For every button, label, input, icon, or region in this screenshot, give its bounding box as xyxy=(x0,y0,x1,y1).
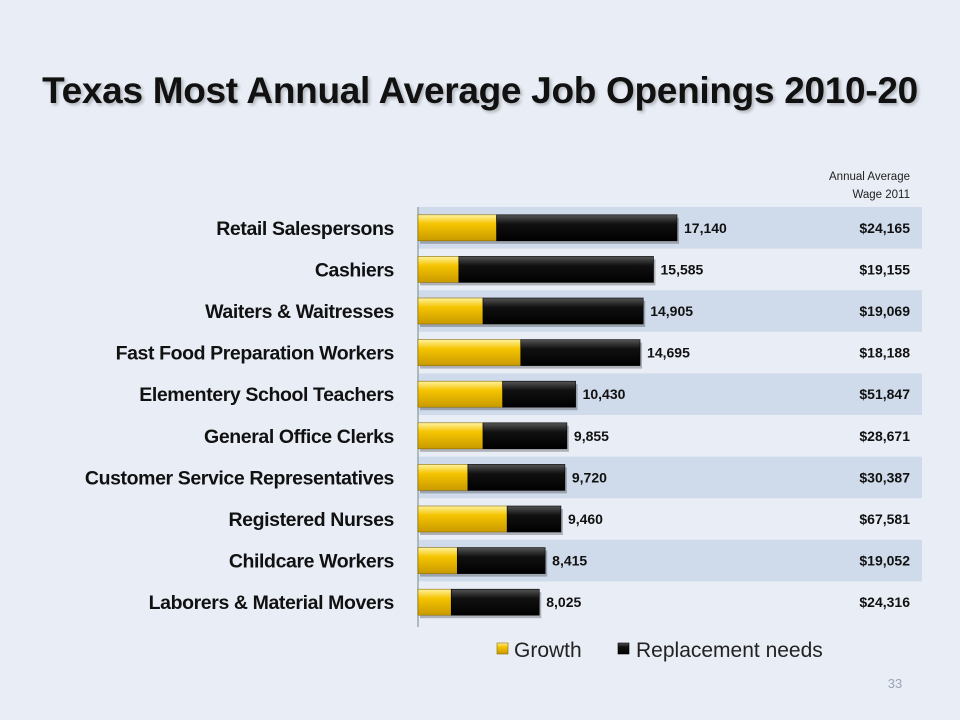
wage-value-label: $30,387 xyxy=(859,469,910,485)
bar-replacement xyxy=(506,505,562,533)
page-title: Texas Most Annual Average Job Openings 2… xyxy=(42,70,918,111)
wage-header-line2: Wage 2011 xyxy=(852,189,910,201)
bar-growth xyxy=(417,380,503,408)
category-label: Cashiers xyxy=(315,259,395,281)
bar-replacement xyxy=(496,214,678,242)
wage-value-label: $28,671 xyxy=(859,428,910,444)
bar-growth xyxy=(417,588,452,616)
bar-replacement xyxy=(467,464,566,491)
total-value-label: 8,025 xyxy=(546,594,581,610)
total-value-label: 9,720 xyxy=(572,469,607,485)
category-label: Retail Salespersons xyxy=(216,218,394,240)
bar-growth xyxy=(417,214,497,242)
total-value-label: 14,905 xyxy=(650,303,693,319)
category-label: Childcare Workers xyxy=(229,551,395,573)
bar-growth xyxy=(417,256,460,283)
category-label: General Office Clerks xyxy=(204,426,394,448)
total-value-label: 14,695 xyxy=(647,345,690,361)
category-label: Laborers & Material Movers xyxy=(149,592,395,614)
total-value-label: 9,855 xyxy=(574,428,609,444)
wage-value-label: $19,069 xyxy=(859,303,910,319)
legend-growth-swatch xyxy=(496,642,509,655)
total-value-label: 10,430 xyxy=(583,386,626,402)
bar-replacement xyxy=(502,380,576,408)
page-number: 33 xyxy=(887,676,903,691)
wage-value-label: $19,052 xyxy=(859,553,910,569)
bar-replacement xyxy=(482,422,568,450)
wage-column-header: Annual Average Wage 2011 xyxy=(780,168,910,204)
wage-value-label: $19,155 xyxy=(859,261,910,277)
category-label: Registered Nurses xyxy=(228,509,394,531)
bar-growth xyxy=(417,464,469,491)
bar-growth xyxy=(417,339,522,366)
total-value-label: 9,460 xyxy=(568,511,603,527)
bar-replacement xyxy=(456,547,546,574)
wage-header-line1: Annual Average xyxy=(829,171,910,183)
legend-replacement-label: Replacement needs xyxy=(636,639,823,662)
total-value-label: 15,585 xyxy=(661,261,704,277)
bar-replacement xyxy=(458,256,654,283)
category-label: Elementery School Teachers xyxy=(139,384,394,406)
total-value-label: 17,140 xyxy=(684,220,727,236)
wage-value-label: $24,316 xyxy=(859,594,910,610)
total-value-label: 8,415 xyxy=(552,553,587,569)
bar-replacement xyxy=(482,297,644,325)
bar-growth xyxy=(417,422,484,450)
bar-replacement xyxy=(520,339,641,366)
wage-value-label: $24,165 xyxy=(859,220,910,236)
wage-value-label: $51,847 xyxy=(859,386,910,402)
legend-growth-label: Growth xyxy=(514,639,582,662)
category-label: Fast Food Preparation Workers xyxy=(116,343,395,365)
bar-growth xyxy=(417,547,458,574)
bar-growth xyxy=(417,297,484,325)
bar-replacement xyxy=(450,588,540,616)
category-label: Waiters & Waitresses xyxy=(205,301,394,323)
wage-value-label: $18,188 xyxy=(859,345,910,361)
category-label: Customer Service Representatives xyxy=(85,467,395,489)
wage-value-label: $67,581 xyxy=(859,511,910,527)
legend-replacement-swatch xyxy=(617,642,630,655)
bar-growth xyxy=(417,505,508,533)
